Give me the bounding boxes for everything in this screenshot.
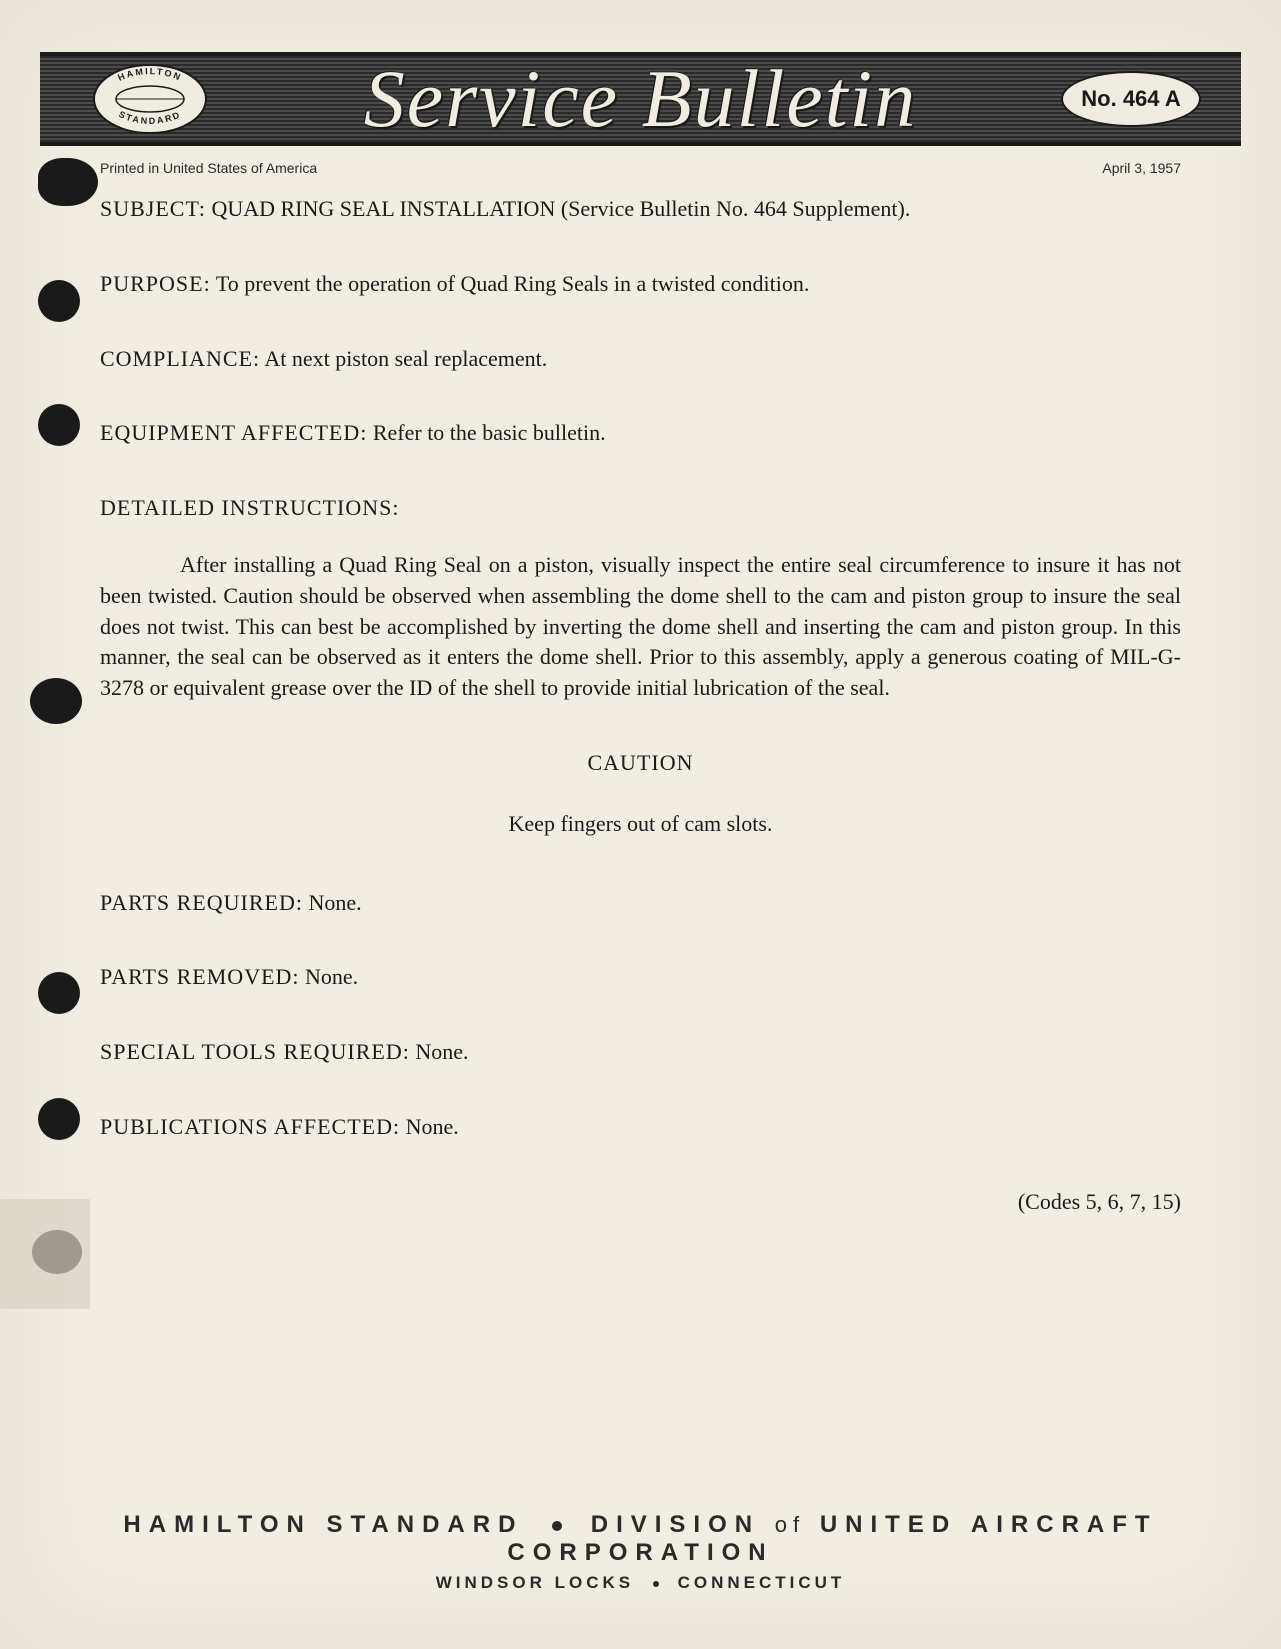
footer-location-left: WINDSOR LOCKS	[436, 1573, 634, 1592]
punch-hole	[30, 678, 82, 724]
parts-required-row: PARTS REQUIRED: None.	[100, 888, 1181, 919]
tools-label: SPECIAL TOOLS REQUIRED:	[100, 1039, 410, 1064]
meta-line: Printed in United States of America Apri…	[100, 160, 1181, 176]
purpose-label: PURPOSE:	[100, 271, 211, 296]
instructions-label-row: DETAILED INSTRUCTIONS:	[100, 493, 1181, 524]
service-bulletin-page: HAMILTON STANDARD Service Bulletin No. 4…	[0, 0, 1281, 1649]
parts-required-value: None.	[308, 890, 361, 915]
footer-company-line: HAMILTON STANDARD DIVISION of UNITED AIR…	[0, 1511, 1281, 1567]
punch-hole	[38, 1098, 80, 1140]
compliance-label: COMPLIANCE:	[100, 346, 260, 371]
footer-location-right: CONNECTICUT	[678, 1573, 846, 1592]
subject-row: SUBJECT: QUAD RING SEAL INSTALLATION (Se…	[100, 194, 1181, 225]
punch-hole	[38, 280, 80, 322]
parts-removed-label: PARTS REMOVED:	[100, 964, 300, 989]
bullet-icon	[552, 1521, 562, 1531]
bullet-icon	[653, 1581, 659, 1587]
subject-value: QUAD RING SEAL INSTALLATION (Service Bul…	[211, 196, 910, 221]
punch-hole	[38, 158, 98, 206]
purpose-row: PURPOSE: To prevent the operation of Qua…	[100, 269, 1181, 300]
bulletin-number-badge: No. 464 A	[1061, 71, 1201, 127]
compliance-value: At next piston seal replacement.	[264, 346, 547, 371]
footer-of: of	[775, 1512, 805, 1537]
compliance-row: COMPLIANCE: At next piston seal replacem…	[100, 344, 1181, 375]
parts-removed-value: None.	[305, 964, 358, 989]
parts-removed-row: PARTS REMOVED: None.	[100, 962, 1181, 993]
equipment-row: EQUIPMENT AFFECTED: Refer to the basic b…	[100, 418, 1181, 449]
banner-script-title: Service Bulletin	[364, 52, 917, 146]
document-body: SUBJECT: QUAD RING SEAL INSTALLATION (Se…	[100, 194, 1181, 1218]
instructions-label: DETAILED INSTRUCTIONS:	[100, 495, 400, 520]
printed-in-text: Printed in United States of America	[100, 160, 317, 176]
tools-row: SPECIAL TOOLS REQUIRED: None.	[100, 1037, 1181, 1068]
codes-text: (Codes 5, 6, 7, 15)	[100, 1187, 1181, 1218]
header-banner: HAMILTON STANDARD Service Bulletin No. 4…	[40, 52, 1241, 146]
hamilton-standard-logo-icon: HAMILTON STANDARD	[90, 62, 210, 136]
equipment-label: EQUIPMENT AFFECTED:	[100, 420, 367, 445]
tools-value: None.	[415, 1039, 468, 1064]
pubs-label: PUBLICATIONS AFFECTED:	[100, 1114, 400, 1139]
footer: HAMILTON STANDARD DIVISION of UNITED AIR…	[0, 1511, 1281, 1593]
punch-hole	[38, 404, 80, 446]
instructions-body: After installing a Quad Ring Seal on a p…	[100, 550, 1181, 704]
caution-heading: CAUTION	[100, 748, 1181, 779]
equipment-value: Refer to the basic bulletin.	[373, 420, 606, 445]
footer-division: DIVISION	[591, 1511, 760, 1538]
date-text: April 3, 1957	[1102, 160, 1181, 176]
pubs-value: None.	[406, 1114, 459, 1139]
pubs-row: PUBLICATIONS AFFECTED: None.	[100, 1112, 1181, 1143]
footer-company-left: HAMILTON STANDARD	[123, 1511, 523, 1538]
subject-label: SUBJECT:	[100, 196, 206, 221]
purpose-value: To prevent the operation of Quad Ring Se…	[216, 271, 810, 296]
footer-location-line: WINDSOR LOCKS CONNECTICUT	[0, 1573, 1281, 1593]
caution-body: Keep fingers out of cam slots.	[100, 809, 1181, 840]
parts-required-label: PARTS REQUIRED:	[100, 890, 303, 915]
punch-hole	[38, 972, 80, 1014]
paper-scuff	[0, 1199, 90, 1309]
